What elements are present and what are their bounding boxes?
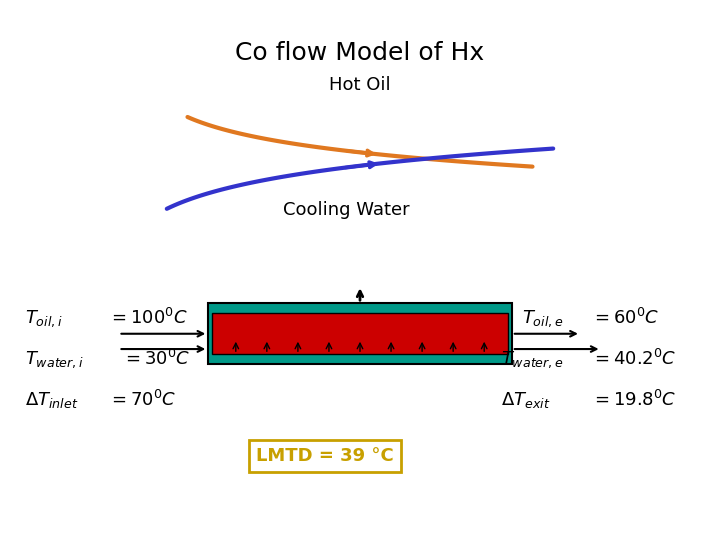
Text: $= 100^0C$: $= 100^0C$: [108, 308, 188, 328]
Text: $\Delta T_{exit}$: $\Delta T_{exit}$: [501, 390, 551, 410]
Text: $= 30^0C$: $= 30^0C$: [122, 349, 190, 369]
Text: Hot Oil: Hot Oil: [329, 76, 391, 94]
Text: $\Delta T_{inlet}$: $\Delta T_{inlet}$: [25, 390, 78, 410]
Text: $T_{water,i}$: $T_{water,i}$: [25, 349, 84, 369]
Text: Co flow Model of Hx: Co flow Model of Hx: [235, 40, 485, 64]
Text: $= 40.2^0C$: $= 40.2^0C$: [591, 349, 677, 369]
Text: $= 60^0C$: $= 60^0C$: [591, 308, 660, 328]
Text: $T_{oil,i}$: $T_{oil,i}$: [25, 308, 63, 329]
Bar: [208, 303, 512, 365]
Text: $= 19.8^0C$: $= 19.8^0C$: [591, 390, 677, 410]
Text: $T_{water,e}$: $T_{water,e}$: [501, 349, 564, 369]
Text: $= 70^0C$: $= 70^0C$: [108, 390, 176, 410]
Text: LMTD = 39 °C: LMTD = 39 °C: [256, 447, 395, 465]
Text: $T_{oil,e}$: $T_{oil,e}$: [522, 308, 564, 329]
Bar: [212, 313, 508, 354]
Text: Cooling Water: Cooling Water: [283, 201, 410, 219]
